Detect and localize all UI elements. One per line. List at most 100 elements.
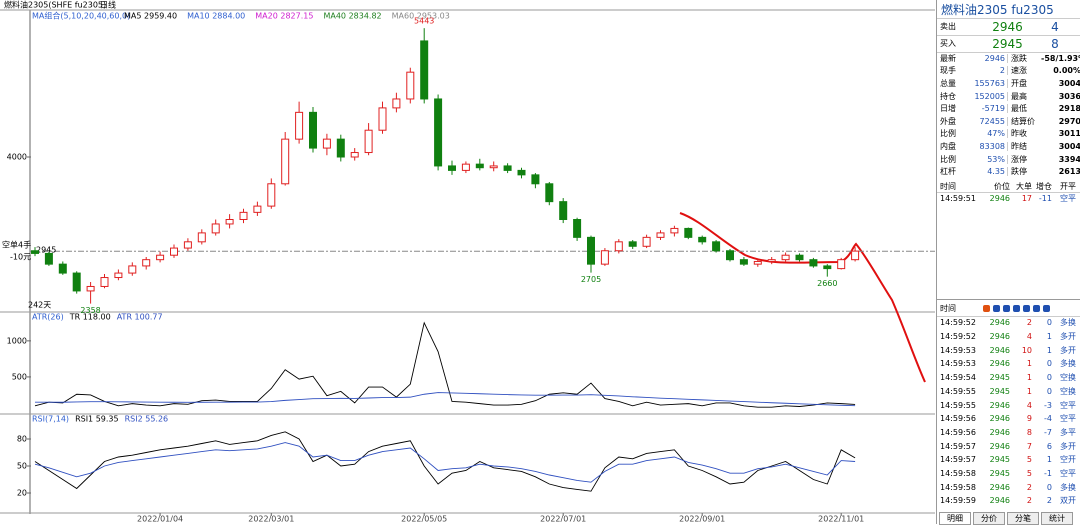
legend-item: RSI1 59.35 <box>75 415 119 424</box>
chart-title: 燃料油2305(SHFE fu2305) <box>4 0 106 10</box>
cell: 比例 <box>940 129 956 139</box>
toolbar-icon <box>1023 304 1030 312</box>
cell: 昨结 <box>1011 141 1027 151</box>
candle-body <box>378 107 387 131</box>
cell: 空平 <box>1060 400 1076 410</box>
legend-item: MA60 2953.03 <box>392 12 450 21</box>
row: 14:59:51 2946 17 -11 空平 <box>937 192 1080 205</box>
quote-panel: 燃料油2305 fu2305 卖出 2946 4 买入 2945 8 最新 2946 涨跌 -58/… <box>936 0 1080 525</box>
y-tick-label: 500 <box>12 372 27 381</box>
position-side: 空单4手 <box>2 240 31 250</box>
cell: 时间 <box>940 303 956 313</box>
candle-body <box>531 174 540 185</box>
candle-body <box>517 169 526 176</box>
cell: 14:59:52 <box>940 318 976 328</box>
cell: 14:59:52 <box>940 332 976 342</box>
cell: 内盘 <box>940 141 956 151</box>
cell: 跌停 <box>1011 167 1027 177</box>
cell: 卖出 <box>940 22 956 31</box>
legend-item: MA40 2834.82 <box>323 12 381 21</box>
cell: 买入 <box>940 39 956 48</box>
cell: -7 <box>1044 427 1052 437</box>
cell: 1 <box>1046 345 1052 355</box>
cell: 14:59:55 <box>940 400 976 410</box>
cell: 1 <box>1026 386 1032 396</box>
x-tick-label: 2022/07/01 <box>540 515 586 524</box>
y-tick-label: 1000 <box>7 336 27 345</box>
candle-body <box>739 259 748 265</box>
cell: 8 <box>1026 427 1032 437</box>
x-tick-label: 2022/11/01 <box>818 515 864 524</box>
cell: 开平 <box>1060 181 1076 191</box>
cell: 53% <box>964 154 1008 164</box>
cell: 2 <box>1046 496 1052 506</box>
cell: 2946 <box>992 19 1023 34</box>
cell: 2946 <box>989 332 1010 342</box>
toolbar-icon <box>1013 304 1020 312</box>
candle-body <box>309 111 317 149</box>
cell: 多开 <box>1060 441 1076 451</box>
candle-body <box>573 219 582 238</box>
cell: 开盘 <box>1011 78 1027 88</box>
cell: 2946 <box>989 318 1010 328</box>
cell: 持仓 <box>940 91 956 101</box>
period: 日线 <box>100 0 116 10</box>
candle-body <box>684 227 693 238</box>
cell: 0 <box>1046 482 1052 492</box>
cell: 14:59:56 <box>940 414 976 424</box>
cell: 空换 <box>1060 373 1076 383</box>
row: 外盘 72455 结算价 2970 <box>937 115 1080 128</box>
candle-body <box>322 138 331 149</box>
row: 14:59:52 2946 4 1 多开 <box>937 330 1080 344</box>
candle-body <box>614 241 623 252</box>
cell: 0 <box>1046 386 1052 396</box>
cell: 速涨 <box>1011 66 1027 76</box>
candle-body <box>559 201 568 220</box>
cell: 1 <box>1026 359 1032 369</box>
candle-body <box>461 163 470 171</box>
candle-body <box>183 241 192 249</box>
y-tick-label: 4000 <box>7 153 27 162</box>
cell[interactable]: 分笔 <box>1007 511 1039 525</box>
cell: 空平 <box>1060 194 1076 203</box>
row: 持仓 152005 最高 3036 <box>937 90 1080 103</box>
cell: 外盘 <box>940 116 956 126</box>
cell[interactable]: 明细 <box>939 511 971 525</box>
candle-body <box>44 252 53 265</box>
cell: 2918 <box>1058 104 1080 114</box>
cell: 多开 <box>1060 345 1076 355</box>
cell: 时间 <box>940 181 956 191</box>
cell[interactable]: 统计 <box>1041 511 1073 525</box>
candle-body <box>600 250 609 265</box>
cell[interactable]: 分价 <box>973 511 1005 525</box>
row: 时间 <box>937 299 1080 317</box>
cell: 3011 <box>1058 129 1080 139</box>
position-pnl: -10元 <box>10 253 31 262</box>
position-price: 2945 <box>36 246 56 255</box>
cell: 结算价 <box>1011 116 1035 126</box>
cell: 0 <box>1046 359 1052 369</box>
x-tick-label: 2022/05/05 <box>401 515 447 524</box>
row: 比例 53% 涨停 3394 <box>937 153 1080 166</box>
row: 现手 2 速涨 0.00% <box>937 65 1080 78</box>
row: 总量 155763 开盘 3004 <box>937 77 1080 90</box>
toolbar-icon <box>993 304 1000 312</box>
candle-body <box>545 183 554 203</box>
series-line <box>34 431 856 492</box>
cell: 4 <box>1026 400 1032 410</box>
legend-item: MA10 2884.00 <box>187 12 245 21</box>
cell: 2946 <box>989 441 1010 451</box>
extreme-label: 5443 <box>414 17 434 26</box>
candle-body <box>114 272 123 279</box>
cell: 0 <box>1046 318 1052 328</box>
cell: 空换 <box>1060 386 1076 396</box>
row: 买入 2945 8 <box>937 35 1080 53</box>
cell: 1 <box>1046 455 1052 465</box>
cell: 14:59:56 <box>940 427 976 437</box>
cell: 2945 <box>989 469 1010 479</box>
cell: 空平 <box>1060 469 1076 479</box>
cell: 最高 <box>1011 91 1027 101</box>
cell: 昨收 <box>1011 129 1027 139</box>
candle-body <box>434 98 443 167</box>
cell: 2945 <box>989 373 1010 383</box>
